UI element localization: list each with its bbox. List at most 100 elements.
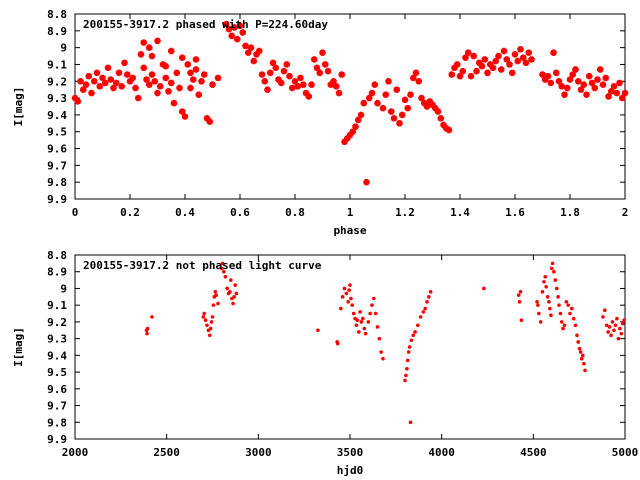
data-point xyxy=(396,120,403,127)
data-point xyxy=(206,118,213,125)
data-point xyxy=(550,49,557,56)
y-tick-label: 9 xyxy=(60,282,67,295)
data-point xyxy=(418,94,425,102)
data-point xyxy=(236,22,244,29)
data-point xyxy=(187,69,194,77)
data-point xyxy=(176,84,183,92)
data-point xyxy=(613,323,618,328)
data-point xyxy=(553,69,560,77)
data-point xyxy=(148,71,156,78)
data-point xyxy=(104,64,112,72)
data-point xyxy=(359,320,364,324)
data-point xyxy=(421,310,426,314)
data-point xyxy=(481,56,488,63)
data-point xyxy=(407,91,414,98)
x-tick-label: 5000 xyxy=(612,446,639,459)
y-tick-label: 8.8 xyxy=(47,249,67,262)
data-point xyxy=(333,83,340,90)
data-point xyxy=(213,290,218,294)
data-point xyxy=(514,57,521,65)
data-point xyxy=(412,69,420,77)
data-point xyxy=(564,84,571,92)
data-point xyxy=(368,311,372,316)
data-point xyxy=(351,311,356,316)
data-point xyxy=(566,76,574,83)
data-point xyxy=(500,47,508,55)
data-point xyxy=(154,89,161,97)
data-point xyxy=(382,91,389,98)
data-point xyxy=(536,303,540,307)
data-point xyxy=(570,306,574,311)
data-point xyxy=(470,52,477,60)
data-point xyxy=(543,274,548,279)
data-point xyxy=(579,356,584,361)
chart-title: 200155-3917.2 not phased light curve xyxy=(83,259,322,272)
data-point xyxy=(269,59,277,66)
data-point xyxy=(220,261,225,266)
data-point xyxy=(577,346,582,351)
y-tick-label: 9.2 xyxy=(47,316,67,329)
data-point xyxy=(184,61,191,68)
y-tick-label: 9.9 xyxy=(47,433,67,446)
data-point xyxy=(347,288,351,292)
data-point xyxy=(294,83,301,90)
data-point xyxy=(216,301,220,306)
data-point xyxy=(283,61,290,68)
data-point xyxy=(85,73,92,80)
data-point xyxy=(610,83,618,90)
data-point xyxy=(137,51,145,58)
data-point xyxy=(495,52,502,60)
data-point xyxy=(559,320,564,324)
data-point xyxy=(99,74,106,82)
y-tick-label: 9.1 xyxy=(47,58,67,71)
data-point xyxy=(300,81,307,88)
y-tick-label: 9.7 xyxy=(47,400,67,413)
data-point xyxy=(187,84,194,92)
data-point xyxy=(146,81,153,88)
x-tick-label: 1.8 xyxy=(560,206,580,219)
data-point xyxy=(361,316,365,321)
y-tick-label: 9.2 xyxy=(47,75,67,88)
data-point xyxy=(363,178,370,186)
data-point xyxy=(157,83,164,90)
y-tick-label: 9.8 xyxy=(47,416,67,429)
data-point xyxy=(428,290,433,294)
data-point xyxy=(214,74,222,82)
data-point xyxy=(115,69,123,77)
data-point xyxy=(96,83,103,90)
data-point xyxy=(228,290,232,294)
data-point xyxy=(528,56,535,63)
data-point xyxy=(517,300,522,304)
data-point xyxy=(388,108,395,115)
data-point xyxy=(413,330,417,334)
data-point xyxy=(256,47,263,55)
data-point xyxy=(594,76,601,83)
data-point xyxy=(335,341,340,346)
data-point xyxy=(407,345,412,349)
data-point xyxy=(286,73,293,80)
data-point xyxy=(82,81,90,88)
data-point xyxy=(192,56,200,63)
data-point xyxy=(385,78,392,85)
data-point xyxy=(375,325,380,329)
x-tick-label: 4500 xyxy=(520,446,547,459)
data-point xyxy=(135,94,142,102)
data-point xyxy=(330,78,337,85)
data-point xyxy=(405,358,410,363)
y-axis-label: I[mag] xyxy=(12,327,25,367)
data-point xyxy=(223,20,230,28)
x-tick-label: 3500 xyxy=(337,446,364,459)
x-tick-label: 1.2 xyxy=(395,206,415,219)
data-point xyxy=(558,311,563,316)
data-point xyxy=(517,46,524,53)
data-point xyxy=(297,74,304,82)
data-point xyxy=(583,91,590,98)
data-point xyxy=(489,64,497,72)
data-point xyxy=(80,86,87,93)
data-point xyxy=(370,303,374,307)
data-point xyxy=(588,79,596,87)
data-point xyxy=(618,326,622,331)
y-tick-label: 9.8 xyxy=(47,176,67,189)
data-point xyxy=(511,51,519,58)
